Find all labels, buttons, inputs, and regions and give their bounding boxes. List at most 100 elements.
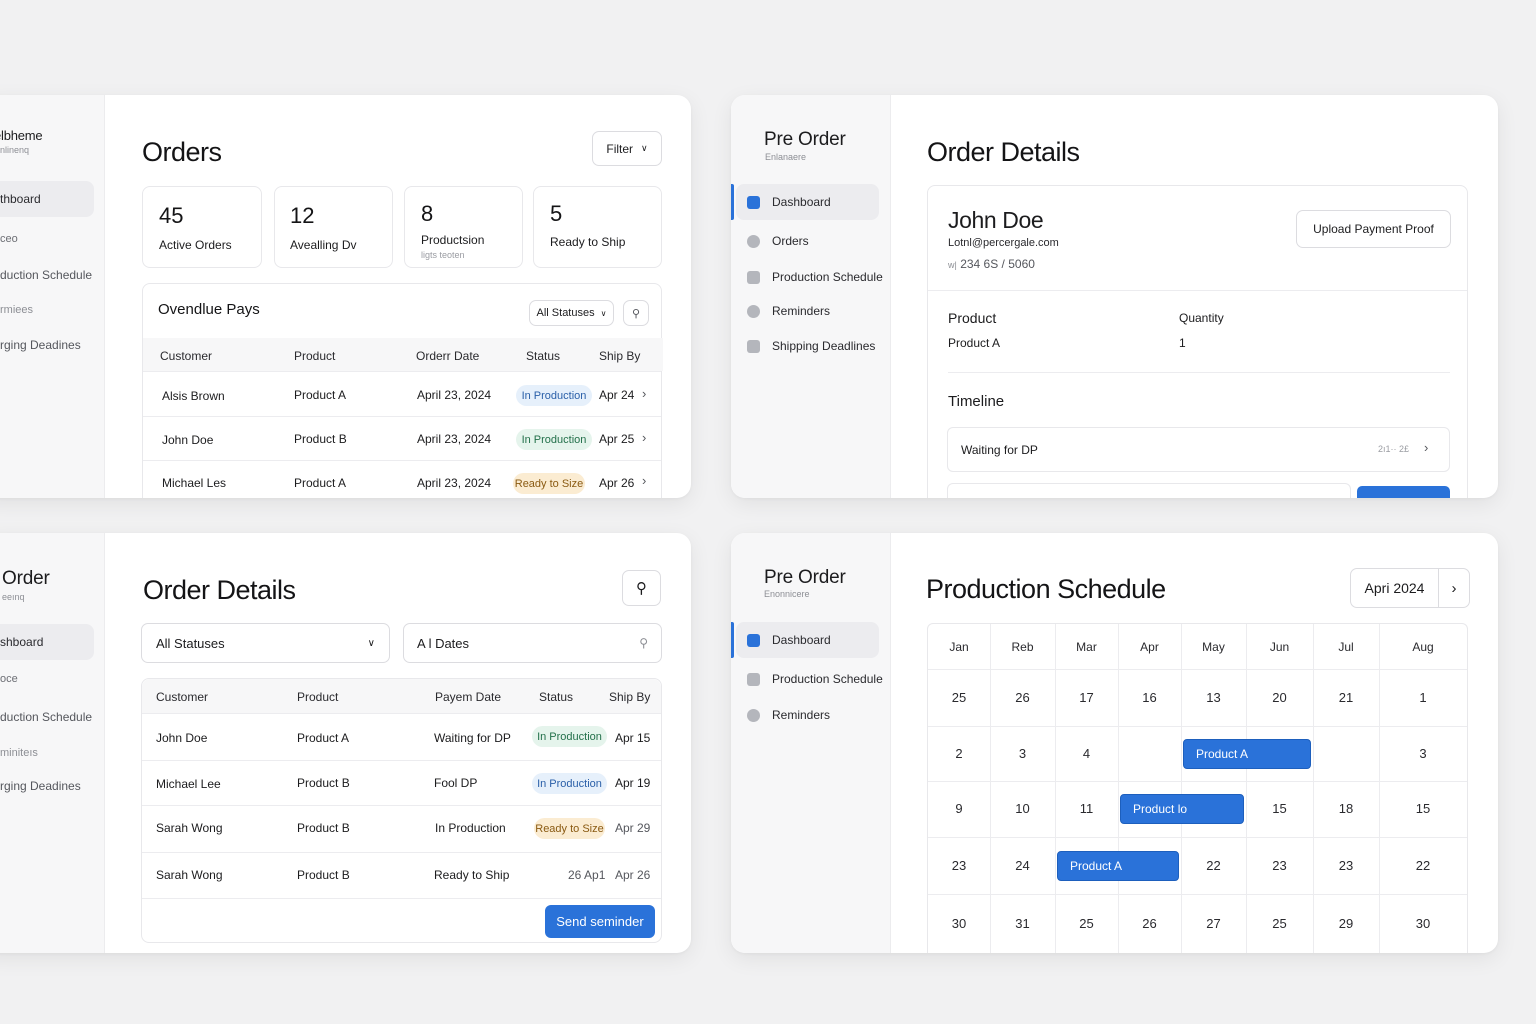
column-header-customer[interactable]: Customer <box>160 349 213 363</box>
sidebar-item-shipping-deadlines[interactable]: rging Deadines <box>0 327 94 363</box>
table-row[interactable]: John Doe Product A Waiting for DP In Pro… <box>142 714 661 760</box>
overdue-payments-card: Ovendlue Pays All Statuses ∨ ⚲ Customer … <box>142 283 663 498</box>
schedule-bar[interactable]: Product A <box>1183 738 1311 769</box>
grid-line <box>1246 624 1247 953</box>
sidebar-item-shipping-deadlines[interactable]: Shipping Deadlines <box>736 328 879 364</box>
column-header-ship-by[interactable]: Ship By <box>609 690 651 704</box>
sidebar-item-orders[interactable]: ceo <box>0 221 94 257</box>
sidebar-item-label: Shipping Deadlines <box>772 339 876 353</box>
sidebar-item-reminders[interactable]: rmiees <box>0 292 94 328</box>
calendar-cell[interactable]: 31 <box>1015 916 1030 931</box>
calendar-cell[interactable]: 18 <box>1338 801 1354 816</box>
column-header-payment-date[interactable]: Payem Date <box>435 690 502 704</box>
chevron-right-icon[interactable]: › <box>642 473 647 488</box>
calendar-cell[interactable]: 29 <box>1338 916 1354 931</box>
sidebar-item-dashboard[interactable]: Dashboard <box>736 622 879 658</box>
calendar-cell[interactable]: 15 <box>1415 801 1431 816</box>
table-row[interactable]: Sarah Wong Product B Ready to Ship 26 Ap… <box>142 853 661 898</box>
column-header-order-date[interactable]: Orderr Date <box>416 349 480 363</box>
calendar-cell[interactable]: 25 <box>951 689 967 705</box>
calendar-cell[interactable]: 13 <box>1206 689 1221 705</box>
status-select[interactable]: All Statuses ∨ <box>141 623 390 663</box>
calendar-cell[interactable]: 23 <box>951 857 967 873</box>
sidebar-item-dashboard[interactable]: thboard <box>0 181 94 217</box>
sidebar-item-orders[interactable]: Orders <box>736 223 879 259</box>
calendar-cell[interactable]: 30 <box>1415 916 1431 931</box>
table-row[interactable]: Michael Lee Product B Fool DP In Product… <box>142 761 661 806</box>
calendar-cell[interactable]: 26 <box>1015 689 1030 705</box>
table-row[interactable]: John Doe Product B April 23, 2024 In Pro… <box>143 417 663 460</box>
calendar-cell[interactable]: 25 <box>1079 916 1094 931</box>
sidebar-item-shipping-deadlines[interactable]: rging Deadines <box>0 768 94 804</box>
sidebar-item-reminders[interactable]: Reminders <box>736 697 879 733</box>
calendar-cell[interactable]: 3 <box>1018 745 1027 761</box>
sidebar-item-reminders[interactable]: miniteıs <box>0 735 94 771</box>
search-button[interactable]: ⚲ <box>623 300 649 326</box>
chevron-right-icon[interactable]: › <box>642 386 647 401</box>
column-header-status[interactable]: Status <box>526 349 561 363</box>
send-reminder-button[interactable]: Send seminder <box>545 905 655 938</box>
sidebar-item-production-schedule[interactable]: duction Schedule <box>0 257 94 293</box>
sidebar-item-production-schedule[interactable]: Production Schedule <box>736 259 883 295</box>
calendar-cell[interactable]: 2 <box>955 745 963 761</box>
calendar-cell[interactable]: 16 <box>1142 689 1157 705</box>
calendar-cell[interactable]: 20 <box>1272 689 1287 705</box>
calendar-cell[interactable]: 4 <box>1082 745 1091 761</box>
calendar-cell[interactable]: 23 <box>1272 857 1287 873</box>
stat-label: Ready to Ship <box>550 235 626 249</box>
calendar-cell[interactable]: 23 <box>1338 857 1354 873</box>
column-header-product[interactable]: Product <box>294 349 336 363</box>
calendar-cell[interactable]: 3 <box>1419 745 1427 761</box>
timeline-item[interactable]: Waiting for DP 2ı1·· 2£ › <box>947 427 1450 472</box>
stat-card-awaiting-dp[interactable]: 12 Avealling Dv <box>274 186 393 268</box>
sidebar-item-production-schedule[interactable]: duction Schedule <box>0 699 94 735</box>
sidebar-item-reminders[interactable]: Reminders <box>736 293 879 329</box>
chevron-right-icon[interactable]: › <box>642 430 647 445</box>
dates-input[interactable]: A l Dates ⚲ <box>403 623 662 663</box>
sidebar-item-label: Production Schedule <box>772 270 883 284</box>
table-row[interactable]: Michael Les Product A April 23, 2024 Rea… <box>143 461 663 498</box>
upload-payment-proof-button[interactable]: Upload Payment Proof <box>1296 210 1451 248</box>
sidebar-item-dashboard[interactable]: shboard <box>0 624 94 660</box>
schedule-bar[interactable]: Product lo <box>1120 794 1244 824</box>
cell-ship-by: Apr 19 <box>615 776 651 790</box>
column-header-product[interactable]: Product <box>297 690 339 704</box>
month-selector[interactable]: Apri 2024 <box>1350 568 1439 608</box>
column-header-ship-by[interactable]: Ship By <box>599 349 641 363</box>
calendar-cell[interactable]: 15 <box>1272 801 1287 816</box>
next-month-button[interactable]: › <box>1438 568 1470 608</box>
calendar-cell[interactable]: 24 <box>1015 857 1030 873</box>
timeline-action-button[interactable] <box>1357 486 1450 498</box>
sidebar-item-orders[interactable]: oce <box>0 661 94 697</box>
column-header-status[interactable]: Status <box>539 690 574 704</box>
calendar-cell[interactable]: 25 <box>1272 916 1287 931</box>
stat-card-ready-to-ship[interactable]: 5 Ready to Ship <box>533 186 662 268</box>
calendar-cell[interactable]: 11 <box>1079 801 1094 816</box>
grid-line <box>1181 624 1182 953</box>
calendar-cell[interactable]: 27 <box>1206 916 1221 931</box>
grid-line <box>1055 624 1056 953</box>
sidebar-item-production-schedule[interactable]: Production Schedule <box>736 661 883 697</box>
filter-button[interactable]: Filter ∨ <box>592 131 662 166</box>
calendar-cell[interactable]: 1 <box>1419 689 1427 705</box>
calendar-cell[interactable]: 21 <box>1338 689 1354 705</box>
calendar-cell[interactable]: 26 <box>1142 916 1157 931</box>
schedule-bar[interactable]: Product A <box>1057 850 1179 881</box>
calendar-cell[interactable]: 10 <box>1015 801 1030 816</box>
calendar-cell[interactable]: 30 <box>951 916 967 931</box>
calendar-cell[interactable]: 22 <box>1415 857 1431 873</box>
table-row[interactable]: Sarah Wong Product B In Production Ready… <box>142 806 661 852</box>
sidebar-item-dashboard[interactable]: Dashboard <box>736 184 879 220</box>
stat-card-active-orders[interactable]: 45 Active Orders <box>142 186 262 268</box>
table-row[interactable]: Alsis Brown Product A April 23, 2024 In … <box>143 372 663 416</box>
calendar-cell[interactable]: 17 <box>1079 689 1094 705</box>
status-filter-dropdown[interactable]: All Statuses ∨ <box>529 300 614 326</box>
timeline-item[interactable] <box>947 483 1351 498</box>
orders-main: Orders Filter ∨ 45 Active Orders 12 Avea… <box>105 95 691 498</box>
search-button[interactable]: ⚲ <box>622 570 661 606</box>
stat-card-production[interactable]: 8 Productsion ligts teoten <box>404 186 523 268</box>
cell-customer: John Doe <box>156 731 208 745</box>
calendar-cell[interactable]: 9 <box>955 801 963 816</box>
column-header-customer[interactable]: Customer <box>156 690 209 704</box>
calendar-cell[interactable]: 22 <box>1206 857 1221 873</box>
